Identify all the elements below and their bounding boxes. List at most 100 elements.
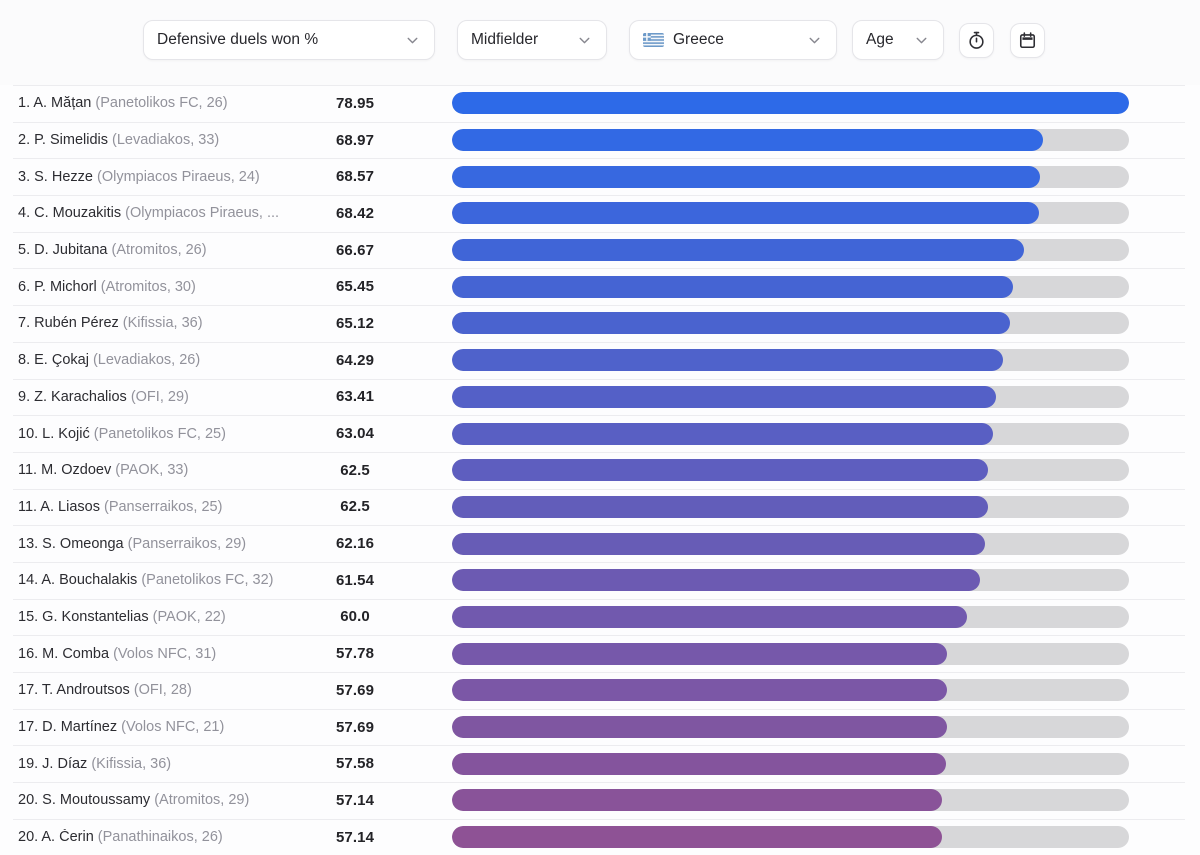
- date-range-button[interactable]: [1010, 22, 1045, 58]
- player-row[interactable]: 17. D. Martínez (Volos NFC, 21) 57.69: [0, 708, 1200, 746]
- player-label: 1. A. Mățan (Panetolikos FC, 26): [18, 95, 310, 111]
- bar-fill: [452, 789, 942, 812]
- player-club: (Panetolikos FC, 25): [93, 425, 226, 442]
- player-club: (Olympiacos Piraeus, ...: [125, 205, 280, 222]
- player-rank-name: 3. S. Hezze: [18, 168, 97, 185]
- bar-fill: [452, 349, 1004, 372]
- player-club: (Atromitos, 26): [111, 242, 207, 259]
- bar-track: [452, 275, 1129, 298]
- player-row[interactable]: 1. A. Mățan (Panetolikos FC, 26) 78.95: [0, 85, 1200, 122]
- player-rank-name: 10. L. Kojić: [18, 425, 94, 442]
- player-rank-name: 17. D. Martínez: [18, 719, 122, 736]
- player-row[interactable]: 14. A. Bouchalakis (Panetolikos FC, 32) …: [0, 561, 1200, 599]
- player-row[interactable]: 10. L. Kojić (Panetolikos FC, 25) 63.04: [0, 415, 1200, 452]
- player-row[interactable]: 6. P. Michorl (Atromitos, 30) 65.45: [0, 268, 1200, 306]
- metric-dropdown[interactable]: Defensive duels won %: [143, 20, 435, 60]
- player-row[interactable]: 17. T. Androutsos (OFI, 28) 57.69: [0, 672, 1200, 709]
- player-label: 2. P. Simelidis (Levadiakos, 33): [18, 132, 310, 148]
- bar-track: [452, 129, 1129, 152]
- player-row[interactable]: 11. A. Liasos (Panserraikos, 25) 62.5: [0, 488, 1200, 526]
- player-row[interactable]: 4. C. Mouzakitis (Olympiacos Piraeus, ..…: [0, 195, 1200, 232]
- bar-fill: [452, 532, 986, 555]
- player-club: (OFI, 29): [130, 388, 189, 405]
- bar-track: [452, 92, 1129, 115]
- player-label: 20. A. Čerin (Panathinaikos, 26): [18, 829, 310, 845]
- bar-fill: [452, 752, 946, 775]
- player-row[interactable]: 9. Z. Karachalios (OFI, 29) 63.41: [0, 378, 1200, 416]
- player-club: (Volos NFC, 31): [113, 645, 217, 662]
- player-value: 68.97: [335, 131, 375, 149]
- bar-fill: [452, 129, 1044, 152]
- player-row[interactable]: 2. P. Simelidis (Levadiakos, 33) 68.97: [0, 121, 1200, 159]
- player-label: 5. D. Jubitana (Atromitos, 26): [18, 242, 310, 258]
- player-club: (Panetolikos FC, 26): [95, 95, 228, 112]
- country-dropdown[interactable]: Greece: [629, 20, 837, 60]
- player-club: (Atromitos, 29): [154, 792, 250, 809]
- player-rank-name: 20. A. Čerin: [18, 829, 98, 846]
- player-rank-name: 15. G. Konstantelias: [18, 608, 153, 625]
- player-label: 6. P. Michorl (Atromitos, 30): [18, 279, 310, 295]
- bar-fill: [452, 569, 980, 592]
- player-value: 65.12: [335, 314, 375, 332]
- player-club: (Panserraikos, 29): [127, 535, 247, 552]
- player-row[interactable]: 8. E. Çokaj (Levadiakos, 26) 64.29: [0, 341, 1200, 379]
- bar-fill: [452, 459, 988, 482]
- player-label: 4. C. Mouzakitis (Olympiacos Piraeus, ..…: [18, 205, 310, 221]
- player-rank-name: 2. P. Simelidis: [18, 132, 113, 149]
- bar-track: [452, 679, 1129, 702]
- player-value: 57.69: [335, 718, 375, 736]
- bar-track: [452, 422, 1129, 445]
- player-rank-name: 9. Z. Karachalios: [18, 388, 131, 405]
- bar-fill: [452, 239, 1024, 262]
- player-row[interactable]: 3. S. Hezze (Olympiacos Piraeus, 24) 68.…: [0, 158, 1200, 196]
- player-rank-name: 16. M. Comba: [18, 645, 114, 662]
- player-club: (Levadiakos, 33): [112, 132, 220, 149]
- bar-track: [452, 349, 1129, 372]
- player-row[interactable]: 13. S. Omeonga (Panserraikos, 29) 62.16: [0, 525, 1200, 562]
- bar-track: [452, 495, 1129, 518]
- player-value: 68.57: [335, 168, 375, 186]
- player-row[interactable]: 20. A. Čerin (Panathinaikos, 26) 57.14: [0, 818, 1200, 855]
- chevron-down-icon: [404, 32, 421, 49]
- player-row[interactable]: 11. M. Ozdoev (PAOK, 33) 62.5: [0, 451, 1200, 489]
- player-row[interactable]: 19. J. Díaz (Kifissia, 36) 57.58: [0, 745, 1200, 783]
- player-value: 65.45: [335, 278, 375, 296]
- player-value: 68.42: [335, 204, 375, 222]
- bar-fill: [452, 679, 947, 702]
- player-value: 61.54: [335, 571, 375, 589]
- position-dropdown[interactable]: Midfielder: [457, 20, 607, 60]
- player-rank-name: 4. C. Mouzakitis: [18, 205, 126, 222]
- player-club: (Panathinaikos, 26): [97, 829, 223, 846]
- player-row[interactable]: 16. M. Comba (Volos NFC, 31) 57.78: [0, 635, 1200, 672]
- player-rank-name: 5. D. Jubitana: [18, 242, 112, 259]
- bar-fill: [452, 385, 996, 408]
- stopwatch-icon: [967, 31, 986, 50]
- player-club: (Levadiakos, 26): [92, 352, 201, 369]
- player-value: 57.14: [335, 791, 375, 809]
- age-dropdown[interactable]: Age: [852, 20, 944, 60]
- player-club: (OFI, 28): [133, 682, 192, 699]
- bar-fill: [452, 642, 948, 665]
- bar-track: [452, 385, 1129, 408]
- player-row[interactable]: 15. G. Konstantelias (PAOK, 22) 60.0: [0, 598, 1200, 636]
- player-label: 17. T. Androutsos (OFI, 28): [18, 682, 310, 698]
- player-row[interactable]: 20. S. Moutoussamy (Atromitos, 29) 57.14: [0, 782, 1200, 819]
- player-value: 57.58: [335, 755, 375, 773]
- bar-track: [452, 826, 1129, 849]
- bar-track: [452, 789, 1129, 812]
- player-club: (PAOK, 22): [152, 608, 226, 625]
- bar-track: [452, 642, 1129, 665]
- bar-track: [452, 569, 1129, 592]
- player-value: 63.41: [335, 388, 375, 406]
- player-row[interactable]: 7. Rubén Pérez (Kifissia, 36) 65.12: [0, 305, 1200, 342]
- minutes-filter-button[interactable]: [959, 22, 994, 58]
- player-value: 78.95: [335, 94, 375, 112]
- player-label: 11. A. Liasos (Panserraikos, 25): [18, 499, 310, 515]
- player-rank-name: 14. A. Bouchalakis: [18, 572, 142, 589]
- player-rank-name: 13. S. Omeonga: [18, 535, 128, 552]
- bar-fill: [452, 716, 947, 739]
- bar-fill: [452, 605, 967, 628]
- player-row[interactable]: 5. D. Jubitana (Atromitos, 26) 66.67: [0, 231, 1200, 269]
- player-value: 57.78: [335, 645, 375, 663]
